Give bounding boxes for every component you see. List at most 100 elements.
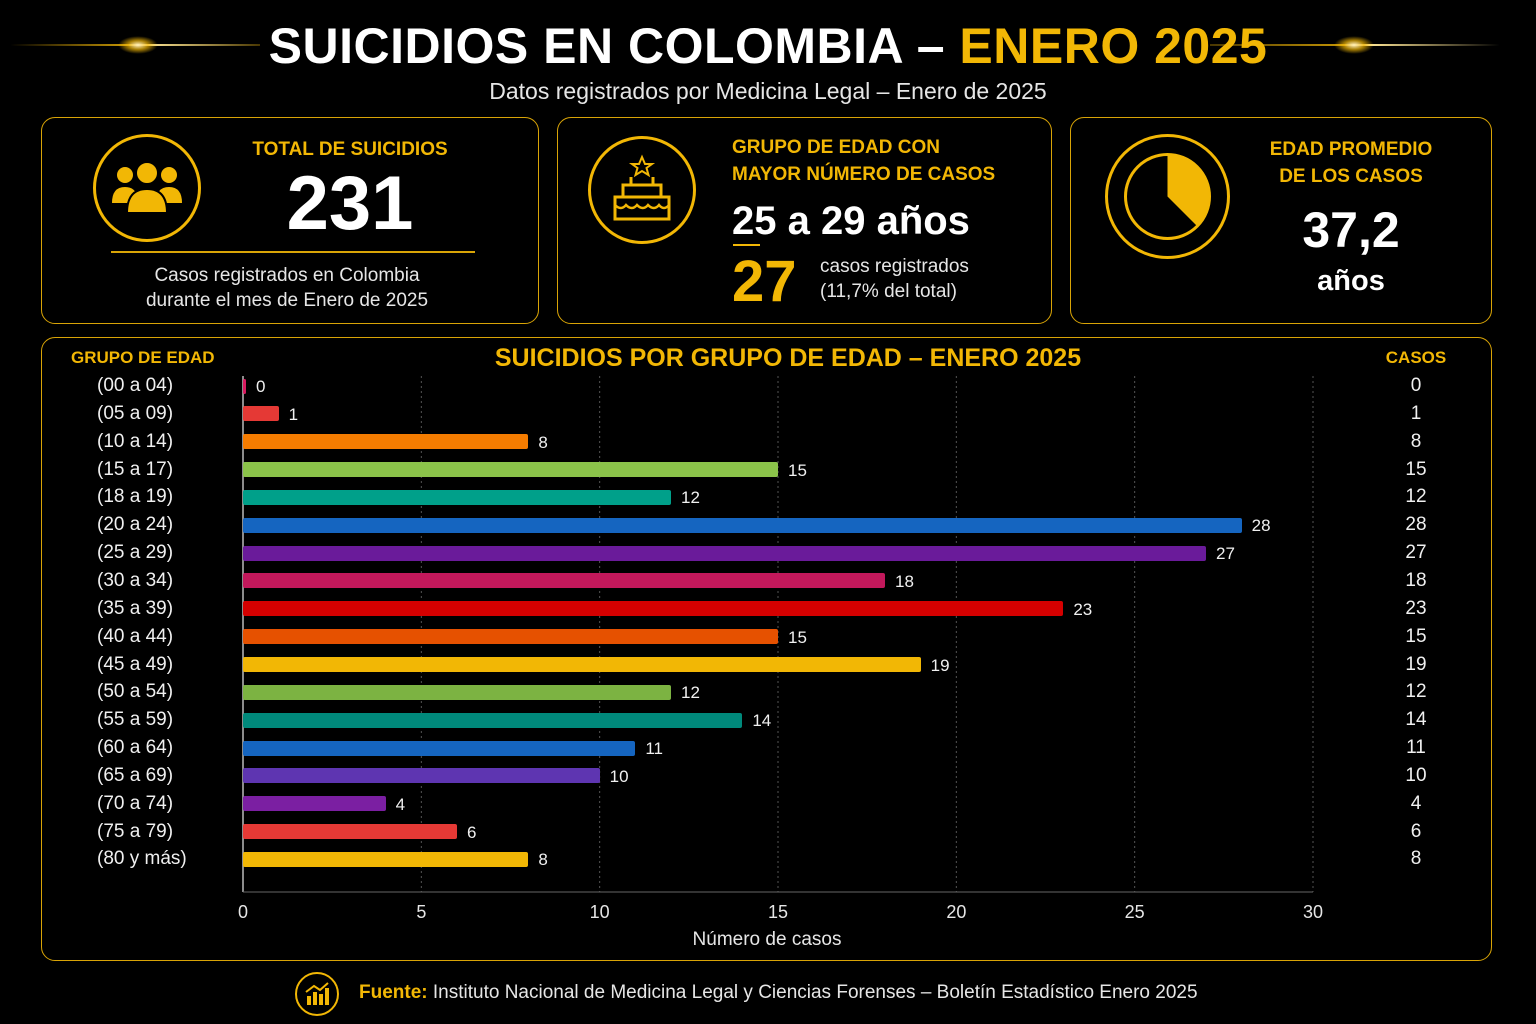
bar [243,768,600,784]
bar [243,573,885,589]
data-label: 0 [256,377,266,396]
source-label: Fuente: [359,982,428,1003]
category-label: (40 a 44) [97,625,174,647]
data-label: 8 [538,850,548,870]
total-label: TOTAL DE SUICIDIOS [252,139,448,160]
people-group-icon [93,134,201,242]
x-tick-label: 25 [1124,902,1145,922]
casos-value: 23 [1405,597,1427,619]
category-label: (80 y más) [97,848,187,870]
edad-value: 37,2 [1302,202,1400,258]
bar [243,740,636,756]
data-label: 12 [681,488,700,508]
edad-label: EDAD PROMEDIO DE LOS CASOS [1269,139,1433,187]
bar [243,489,671,505]
grupo-label: GRUPO DE EDAD CON MAYOR NÚMERO DE CASOS [732,137,996,185]
category-label: (35 a 39) [97,597,174,619]
casos-value: 11 [1406,737,1426,759]
bar-chart-icon [295,972,339,1016]
bar [243,824,457,840]
page-title-highlight: ENERO 2025 [959,18,1268,74]
casos-value: 6 [1410,820,1422,842]
total-value: 231 [286,161,414,246]
x-axis-label: Número de casos [692,929,842,950]
category-label: (45 a 49) [97,653,174,675]
bar [243,851,529,867]
bar [243,462,778,478]
x-tick-label: 10 [589,902,610,922]
bar [243,406,279,422]
bar [243,657,921,672]
data-label: 4 [395,794,406,814]
data-label: 27 [1216,544,1235,564]
category-label: (60 a 64) [97,737,174,759]
bar [243,434,529,450]
edad-unit: años [1317,265,1385,297]
birthday-cake-icon [588,136,696,244]
bar [243,684,671,700]
casos-value: 1 [1410,402,1422,424]
x-tick-label: 0 [237,902,248,922]
x-tick-label: 5 [416,902,427,922]
category-label: (18 a 19) [97,486,174,508]
data-label: 11 [645,739,663,759]
data-label: 19 [930,655,950,675]
casos-value: 12 [1405,486,1427,508]
x-tick-label: 15 [767,902,789,922]
page-subtitle: Datos registrados por Medicina Legal – E… [489,78,1047,104]
data-label: 14 [752,711,772,731]
total-description: Casos registrados en Colombia durante el… [145,265,429,311]
casos-value: 10 [1405,764,1427,786]
casos-value: 19 [1405,653,1427,675]
category-label: (50 a 54) [97,681,174,703]
pie-chart-icon [1105,134,1230,259]
bar [243,796,386,812]
chart-title: SUICIDIOS POR GRUPO DE EDAD – ENERO 2025 [494,344,1082,372]
data-label: 12 [681,683,700,703]
page-title-main: SUICIDIOS EN COLOMBIA – [268,18,946,74]
category-label: (15 a 17) [97,458,174,480]
data-label: 8 [538,432,548,452]
header-glow-right [1334,36,1374,54]
casos-value: 14 [1405,709,1427,731]
category-label: (70 a 74) [97,792,174,814]
category-label: (75 a 79) [97,820,174,842]
casos-value: 15 [1405,625,1427,647]
data-label: 15 [788,627,807,647]
data-label: 1 [288,404,299,424]
bar [243,545,1206,561]
x-tick-label: 30 [1302,902,1324,922]
chart-panel [41,337,1492,961]
card-grupo-mayor: GRUPO DE EDAD CON MAYOR NÚMERO DE CASOS … [557,117,1052,324]
data-label: 15 [788,460,807,480]
source-text: Instituto Nacional de Medicina Legal y C… [432,982,1198,1003]
data-label: 28 [1251,516,1271,536]
grupo-count: 27 [732,249,797,314]
card-total-suicidios: TOTAL DE SUICIDIOS 231 Casos registrados… [41,117,539,324]
casos-value: 28 [1405,514,1427,536]
category-header: GRUPO DE EDAD [71,348,215,367]
x-tick-label: 20 [946,902,967,922]
grupo-value: 25 a 29 años [732,199,970,243]
casos-value: 8 [1410,848,1422,870]
bar [243,601,1064,617]
casos-value: 18 [1405,569,1427,591]
grupo-underline [733,244,760,246]
category-label: (65 a 69) [97,764,174,786]
casos-value: 4 [1410,792,1422,814]
category-label: (55 a 59) [97,709,174,731]
category-label: (30 a 34) [97,569,174,591]
data-label: 10 [609,766,629,786]
source-footer: Fuente: Instituto Nacional de Medicina L… [359,982,1198,1004]
casos-value: 15 [1405,458,1427,480]
data-label: 23 [1073,599,1093,619]
casos-value: 12 [1405,681,1427,703]
bar [243,517,1242,533]
data-label: 18 [895,571,914,591]
casos-value: 0 [1410,375,1422,396]
casos-value: 8 [1410,430,1422,452]
category-label: (25 a 29) [97,542,174,564]
bar [243,712,743,728]
total-divider [111,251,475,253]
header-glow-left [118,36,158,54]
